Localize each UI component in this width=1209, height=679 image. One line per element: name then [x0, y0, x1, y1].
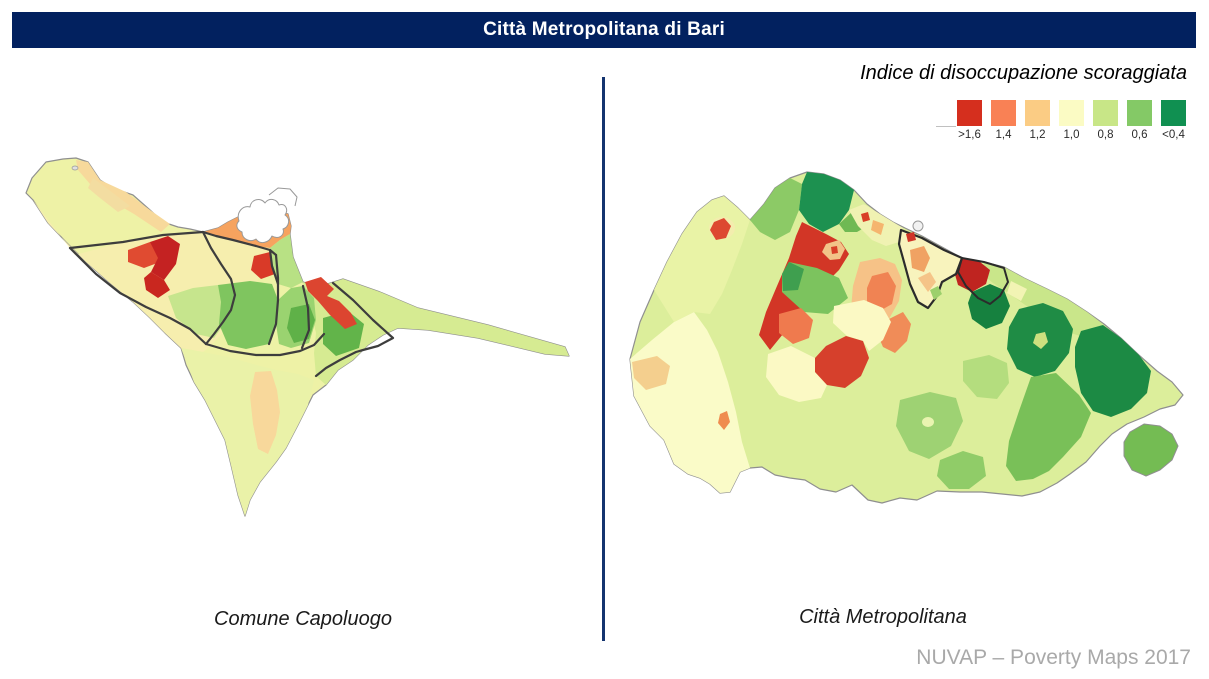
district-border	[68, 246, 208, 346]
municipality-region	[815, 336, 869, 388]
page-title: Città Metropolitana di Bari	[483, 19, 725, 40]
port-of-bari-icon	[912, 220, 924, 232]
legend-swatch	[1127, 100, 1152, 126]
district-region	[181, 348, 314, 516]
municipality-region	[632, 356, 670, 390]
district-border	[204, 332, 326, 357]
town-mark	[861, 212, 870, 222]
citta-metropolitana-regions	[629, 171, 1184, 504]
caption-comune-capoluogo: Comune Capoluogo	[214, 608, 392, 630]
legend-item: <0,4	[1161, 100, 1186, 141]
district-region	[150, 236, 180, 280]
legend-swatch-label: >1,6	[958, 129, 981, 141]
district-border	[314, 281, 395, 378]
legend-swatch-label: 1,4	[995, 129, 1012, 141]
legend-swatch	[1059, 100, 1084, 126]
district-region	[76, 160, 170, 232]
citta-metropolitana-map	[629, 171, 1184, 504]
municipality-region	[779, 308, 813, 344]
legend-swatch	[1025, 100, 1050, 126]
legend-swatch	[1161, 100, 1186, 126]
legend-swatch-label: 1,2	[1029, 129, 1046, 141]
municipality-region	[833, 300, 891, 351]
municipality-region	[918, 272, 936, 292]
district-region	[250, 371, 280, 454]
legend-swatch-label: 1,0	[1063, 129, 1080, 141]
district-region	[168, 285, 230, 338]
district-region	[218, 281, 278, 349]
town-mark	[710, 218, 731, 240]
district-region	[305, 277, 357, 329]
municipality-region	[871, 220, 884, 235]
district-border	[268, 248, 280, 286]
district-border	[68, 230, 205, 250]
municipality-region	[954, 258, 990, 292]
legend-swatch-label: <0,4	[1162, 129, 1185, 141]
legend-axis-line	[936, 126, 956, 127]
municipality-region	[782, 262, 804, 291]
comune-capoluogo-regions	[25, 157, 570, 517]
islet-shape	[71, 165, 79, 171]
district-borders	[68, 230, 395, 378]
legend-item: 0,6	[1127, 100, 1152, 141]
district-border	[267, 253, 280, 346]
municipality-region	[750, 178, 802, 240]
district-region	[144, 272, 170, 298]
town-mark	[718, 411, 730, 430]
district-border	[957, 257, 1009, 305]
legend-swatch	[1093, 100, 1118, 126]
breakwater-line	[268, 187, 298, 207]
legend-item: 1,4	[991, 100, 1016, 141]
legend-swatch-label: 0,8	[1097, 129, 1114, 141]
credit-text: NUVAP – Poverty Maps 2017	[916, 646, 1191, 669]
district-border	[201, 230, 237, 346]
title-bar: Città Metropolitana di Bari	[12, 12, 1196, 48]
town-mark	[831, 246, 838, 254]
port-of-bari-shape	[236, 198, 290, 244]
municipality-region	[937, 451, 986, 489]
district-region	[88, 178, 130, 212]
comune-capoluogo-map	[25, 157, 570, 517]
legend-item: 1,2	[1025, 100, 1050, 141]
municipality-region	[1075, 325, 1151, 417]
legend-title: Indice di disoccupazione scoraggiata	[860, 62, 1187, 84]
vertical-divider	[602, 77, 605, 641]
municipality-region	[963, 355, 1009, 399]
municipality-region	[877, 312, 911, 353]
legend-item: >1,6	[957, 100, 982, 141]
district-region	[303, 279, 569, 385]
municipality-region	[1006, 373, 1091, 481]
municipality-region	[910, 246, 930, 272]
municipality-region	[1007, 281, 1027, 301]
district-border	[300, 284, 311, 350]
municipality-region	[766, 346, 827, 402]
legend-swatch	[991, 100, 1016, 126]
legend-swatch-label: 0,6	[1131, 129, 1148, 141]
legend-item: 1,0	[1059, 100, 1084, 141]
municipality-region	[930, 286, 942, 300]
municipality-region	[867, 272, 896, 312]
municipality-region	[799, 172, 854, 232]
legend-item: 0,8	[1093, 100, 1118, 141]
legend-swatch	[957, 100, 982, 126]
legend-swatch-row: >1,6 1,4 1,2 1,0 0,8 0,6 <0,4	[957, 100, 1186, 141]
town-mark	[906, 232, 916, 242]
legend: Indice di disoccupazione scoraggiata	[860, 62, 1187, 85]
municipality-region	[630, 312, 750, 493]
town-halo	[922, 417, 934, 427]
municipality-region	[1123, 423, 1179, 477]
caption-citta-metropolitana: Città Metropolitana	[799, 606, 967, 628]
town-halo	[1033, 332, 1048, 349]
